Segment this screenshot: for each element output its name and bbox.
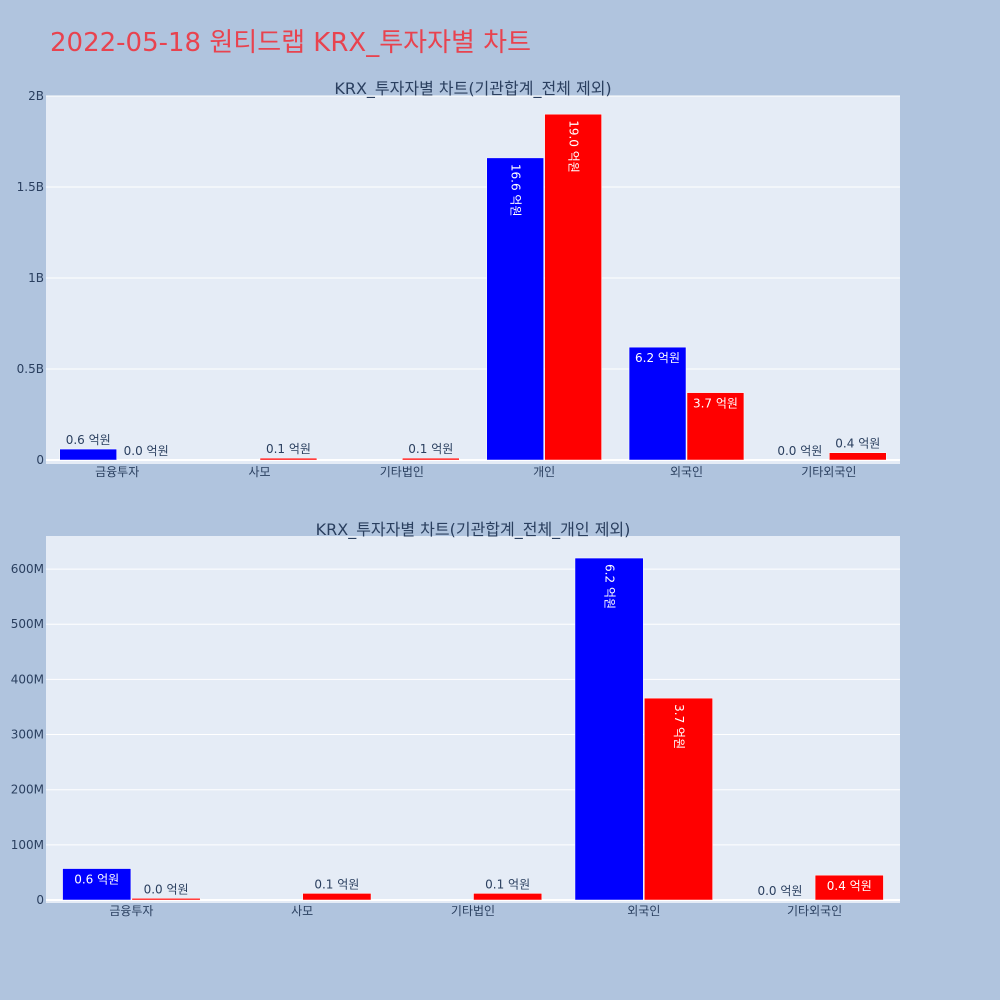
data-label: 0.0 억원 <box>124 444 169 458</box>
bar <box>402 457 460 461</box>
bar <box>814 874 884 901</box>
bar <box>686 392 745 461</box>
data-label: 0.1 억원 <box>408 442 453 456</box>
data-label: 0.0 억원 <box>757 884 802 898</box>
bar <box>302 893 372 901</box>
x-tick-label: 기타법인 <box>451 904 495 918</box>
y-tick-label: 300M <box>11 728 44 742</box>
x-tick-label: 금융투자 <box>109 904 153 918</box>
data-label: 0.1 억원 <box>314 877 359 891</box>
bar <box>486 157 544 461</box>
bar <box>259 457 318 461</box>
data-label: 0.1 억원 <box>266 442 311 456</box>
bar <box>59 448 117 461</box>
y-tick-label: 2B <box>28 89 44 103</box>
chart-2: 0 100M 200M 300M 400M 500M 600M KRX_투자자별 차트(기관합… <box>11 520 900 918</box>
bar <box>574 557 644 901</box>
data-label: 0.6 억원 <box>74 873 119 887</box>
bar <box>628 346 687 461</box>
y-tick-label: 400M <box>11 672 44 686</box>
data-label: 0.1 억원 <box>485 877 530 891</box>
x-tick-label: 기타법인 <box>380 465 424 479</box>
y-tick-label: 1B <box>28 271 44 285</box>
bar <box>644 697 713 901</box>
bar <box>829 452 887 461</box>
bar <box>544 113 602 461</box>
x-tick-label: 기타외국인 <box>801 465 856 479</box>
x-tick-label: 외국인 <box>670 465 703 479</box>
y-tick-label: 1.5B <box>17 180 44 194</box>
bar <box>131 898 201 901</box>
chart-title: KRX_투자자별 차트(기관합계_전체_개인 제외) <box>316 520 631 540</box>
x-tick-label: 외국인 <box>627 904 660 918</box>
y-tick-label: 0.5B <box>17 362 44 376</box>
x-tick-label: 개인 <box>533 465 555 479</box>
data-label: 0.0 억원 <box>777 444 822 458</box>
x-tick-label: 금융투자 <box>95 465 139 479</box>
y-tick-label: 600M <box>11 562 44 576</box>
data-label: 0.0 억원 <box>144 882 189 896</box>
data-label: 0.4 억원 <box>827 879 872 893</box>
x-tick-label: 사모 <box>291 904 313 918</box>
data-label: 3.7 억원 <box>672 704 686 749</box>
data-label: 6.2 억원 <box>603 564 617 609</box>
page-title: 2022-05-18 원티드랩 KRX_투자자별 차트 <box>50 28 532 58</box>
data-label: 3.7 억원 <box>693 397 738 411</box>
bar <box>62 868 132 901</box>
plot-area <box>46 96 900 464</box>
plot-area <box>46 536 900 903</box>
x-tick-label: 기타외국인 <box>787 904 842 918</box>
chart-1: 0 0.5B 1B 1.5B 2B KRX_투자자별 차트(기관합계_전체 제외) 금융투자… <box>17 79 900 479</box>
bar <box>473 893 543 901</box>
data-label: 19.0 억원 <box>567 120 581 173</box>
y-tick-label: 200M <box>11 783 44 797</box>
data-label: 16.6 억원 <box>509 164 523 217</box>
y-tick-label: 0 <box>36 453 44 467</box>
x-tick-label: 사모 <box>248 465 270 479</box>
data-label: 0.4 억원 <box>835 437 880 451</box>
data-label: 6.2 억원 <box>635 351 680 365</box>
y-tick-label: 0 <box>36 893 44 907</box>
data-label: 0.6 억원 <box>66 433 111 447</box>
chart-title: KRX_투자자별 차트(기관합계_전체 제외) <box>334 79 611 99</box>
y-tick-label: 500M <box>11 617 44 631</box>
y-tick-label: 100M <box>11 838 44 852</box>
